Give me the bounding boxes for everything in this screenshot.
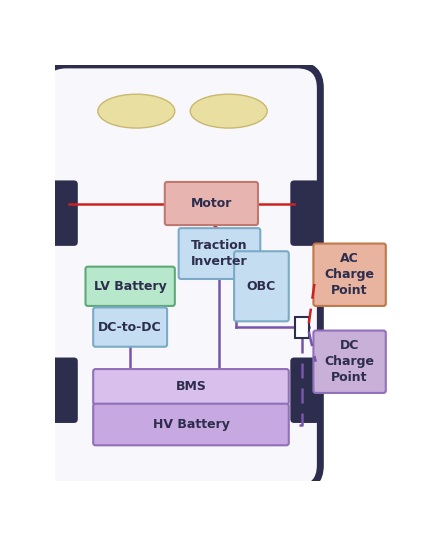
Text: Motor: Motor (190, 197, 232, 210)
FancyBboxPatch shape (312, 331, 385, 393)
Text: LV Battery: LV Battery (94, 280, 166, 293)
FancyBboxPatch shape (289, 358, 319, 423)
Text: OBC: OBC (246, 280, 276, 293)
FancyBboxPatch shape (164, 182, 257, 225)
FancyBboxPatch shape (93, 307, 167, 347)
Bar (294, 318, 308, 338)
Text: BMS: BMS (175, 380, 206, 393)
Ellipse shape (98, 94, 174, 128)
Ellipse shape (190, 94, 266, 128)
FancyBboxPatch shape (178, 228, 260, 279)
FancyBboxPatch shape (312, 243, 385, 306)
FancyBboxPatch shape (233, 251, 288, 321)
Text: AC
Charge
Point: AC Charge Point (324, 252, 374, 297)
Text: DC-to-DC: DC-to-DC (98, 321, 161, 334)
FancyBboxPatch shape (49, 180, 78, 246)
FancyBboxPatch shape (43, 65, 319, 489)
Text: DC
Charge
Point: DC Charge Point (324, 339, 374, 384)
Text: Traction
Inverter: Traction Inverter (191, 239, 247, 268)
Text: HV Battery: HV Battery (152, 418, 229, 431)
FancyBboxPatch shape (93, 404, 288, 445)
FancyBboxPatch shape (85, 267, 174, 306)
FancyBboxPatch shape (49, 358, 78, 423)
FancyBboxPatch shape (289, 180, 319, 246)
FancyBboxPatch shape (93, 369, 288, 405)
